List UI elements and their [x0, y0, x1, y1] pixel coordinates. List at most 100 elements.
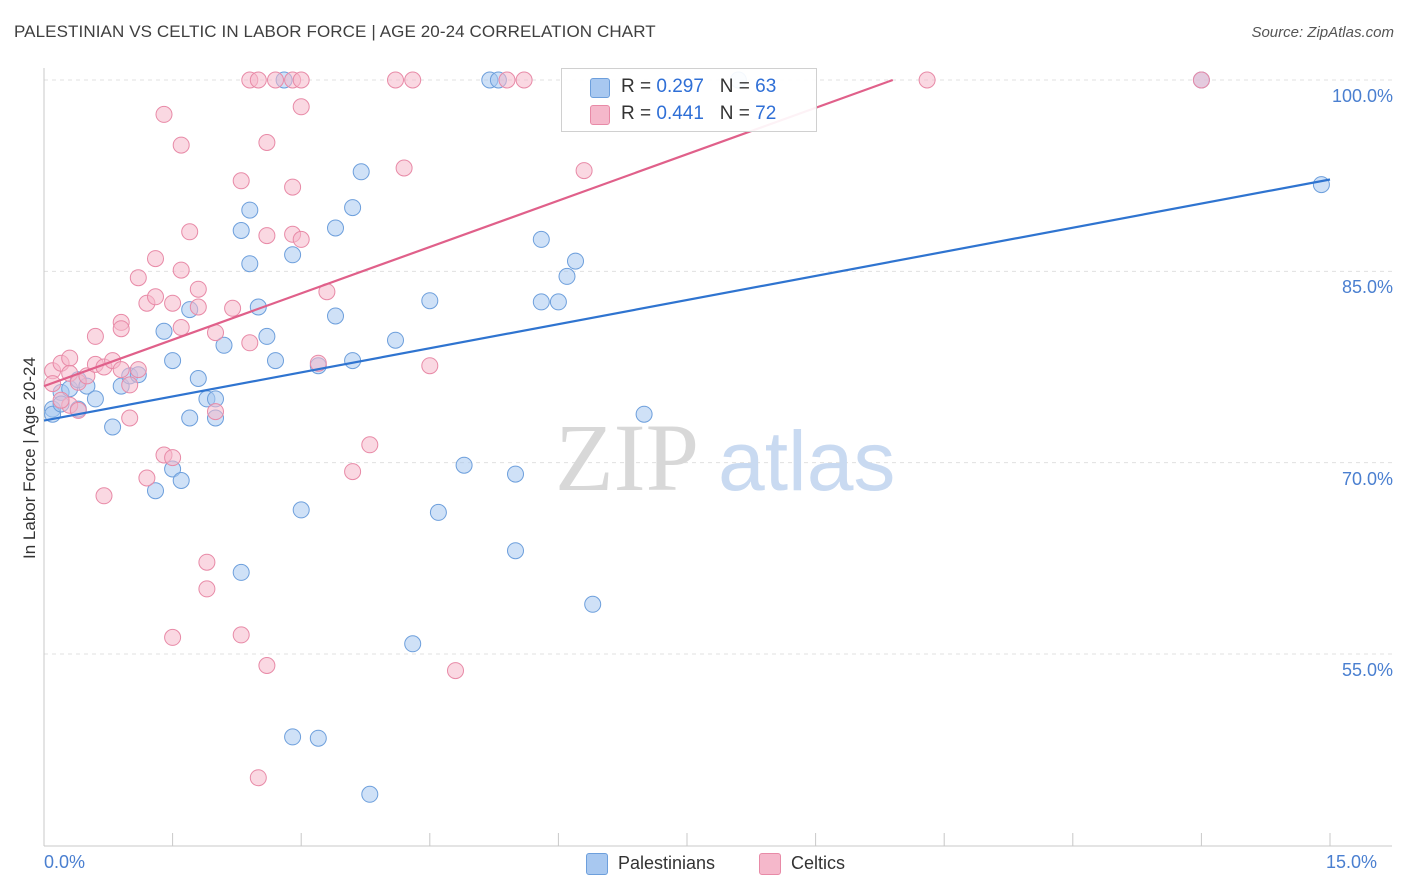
point-celtics-12 [95, 487, 113, 505]
point-palestinians-35 [309, 729, 327, 747]
point-celtics-64 [421, 357, 439, 375]
point-palestinians-28 [258, 327, 276, 345]
legend-r-value: 0.441 [656, 103, 704, 124]
legend-n-label: N = [719, 103, 756, 124]
point-palestinians-57 [635, 405, 653, 423]
chart-source: Source: ZipAtlas.com [1251, 24, 1394, 41]
point-celtics-33 [181, 223, 199, 241]
point-palestinians-54 [558, 267, 576, 285]
point-celtics-54 [292, 98, 310, 116]
point-palestinians-56 [584, 595, 602, 613]
bottom-legend-swatch-celtics [759, 853, 781, 875]
point-celtics-9 [86, 327, 104, 345]
y-axis-title: In Labor Force | Age 20-24 [20, 357, 39, 559]
x-tick-label-min: 0.0% [44, 852, 86, 872]
point-celtics-52 [284, 178, 302, 196]
point-celtics-16 [112, 320, 130, 338]
point-celtics-48 [258, 657, 276, 674]
point-celtics-42 [232, 172, 250, 190]
point-palestinians-46 [455, 456, 473, 474]
point-celtics-56 [292, 71, 310, 89]
point-palestinians-44 [421, 292, 439, 310]
point-palestinians-50 [507, 465, 524, 483]
point-celtics-47 [258, 227, 276, 245]
point-celtics-45 [249, 769, 267, 787]
point-celtics-40 [224, 299, 242, 317]
point-celtics-30 [172, 319, 190, 336]
watermark: ZIP atlas [555, 404, 895, 511]
point-celtics-17 [121, 376, 139, 394]
point-celtics-20 [129, 361, 147, 379]
point-celtics-66 [498, 71, 516, 89]
point-palestinians-17 [181, 409, 199, 427]
point-palestinians-32 [284, 728, 302, 746]
bottom-legend-label-palestinians: Palestinians [618, 853, 716, 873]
chart-title: PALESTINIAN VS CELTIC IN LABOR FORCE | A… [14, 22, 656, 41]
point-palestinians-6 [86, 390, 104, 408]
point-celtics-26 [164, 294, 182, 312]
point-celtics-69 [918, 71, 936, 89]
point-celtics-50 [267, 71, 284, 89]
point-palestinians-36 [327, 219, 344, 237]
point-palestinians-49 [507, 542, 524, 560]
point-palestinians-22 [215, 336, 233, 354]
point-palestinians-13 [164, 352, 182, 370]
point-celtics-14 [112, 361, 130, 379]
legend-swatch-palestinians [590, 78, 610, 98]
point-celtics-32 [172, 261, 190, 279]
point-palestinians-25 [241, 201, 259, 219]
y-tick-label-0: 100.0% [1331, 86, 1393, 106]
point-celtics-57 [309, 354, 327, 372]
legend-swatch-celtics [590, 105, 610, 125]
point-palestinians-23 [232, 563, 250, 581]
point-celtics-31 [172, 136, 190, 154]
point-palestinians-55 [567, 252, 584, 270]
point-celtics-3 [61, 349, 79, 367]
point-celtics-63 [404, 71, 422, 89]
point-celtics-34 [189, 280, 207, 298]
point-celtics-19 [129, 269, 147, 287]
point-palestinians-45 [429, 503, 447, 521]
legend-n-value: 72 [755, 103, 777, 124]
legend-n-value: 63 [755, 76, 777, 97]
legend-r-label: R = [621, 76, 657, 97]
legend-r-value: 0.297 [656, 76, 704, 97]
x-tick-label-max: 15.0% [1326, 852, 1378, 872]
point-celtics-59 [344, 463, 362, 481]
legend-n-label: N = [719, 76, 756, 97]
point-palestinians-16 [172, 472, 190, 489]
point-celtics-28 [164, 628, 182, 646]
stats-legend: R = 0.297 N = 63 R = 0.441 N = 72 [561, 68, 817, 132]
point-celtics-36 [198, 580, 216, 598]
point-palestinians-18 [189, 370, 207, 387]
bottom-legend-label-celtics: Celtics [791, 853, 846, 873]
point-palestinians-29 [267, 352, 284, 370]
point-celtics-44 [241, 334, 259, 352]
point-palestinians-30 [284, 246, 302, 264]
point-celtics-46 [249, 71, 267, 89]
point-palestinians-43 [404, 635, 422, 653]
point-celtics-18 [121, 409, 139, 427]
y-tick-label-2: 70.0% [1341, 468, 1393, 489]
bottom-legend-swatch-palestinians [586, 853, 608, 875]
point-palestinians-41 [361, 785, 379, 803]
point-palestinians-37 [327, 307, 344, 325]
point-palestinians-52 [532, 293, 550, 311]
watermark-atlas: atlas [718, 414, 895, 508]
point-celtics-62 [395, 159, 413, 177]
y-tick-label-1: 85.0% [1341, 277, 1393, 298]
y-tick-label-3: 55.0% [1341, 660, 1393, 680]
point-palestinians-11 [147, 482, 164, 500]
point-palestinians-40 [352, 163, 370, 181]
point-celtics-61 [387, 71, 404, 89]
point-palestinians-12 [155, 322, 173, 340]
point-palestinians-38 [344, 199, 362, 217]
point-celtics-23 [147, 250, 164, 268]
point-celtics-49 [258, 134, 276, 151]
point-celtics-70 [1192, 71, 1210, 89]
point-celtics-60 [361, 436, 379, 454]
legend-r-label: R = [621, 103, 657, 124]
point-celtics-29 [164, 449, 182, 467]
point-celtics-67 [515, 71, 533, 89]
